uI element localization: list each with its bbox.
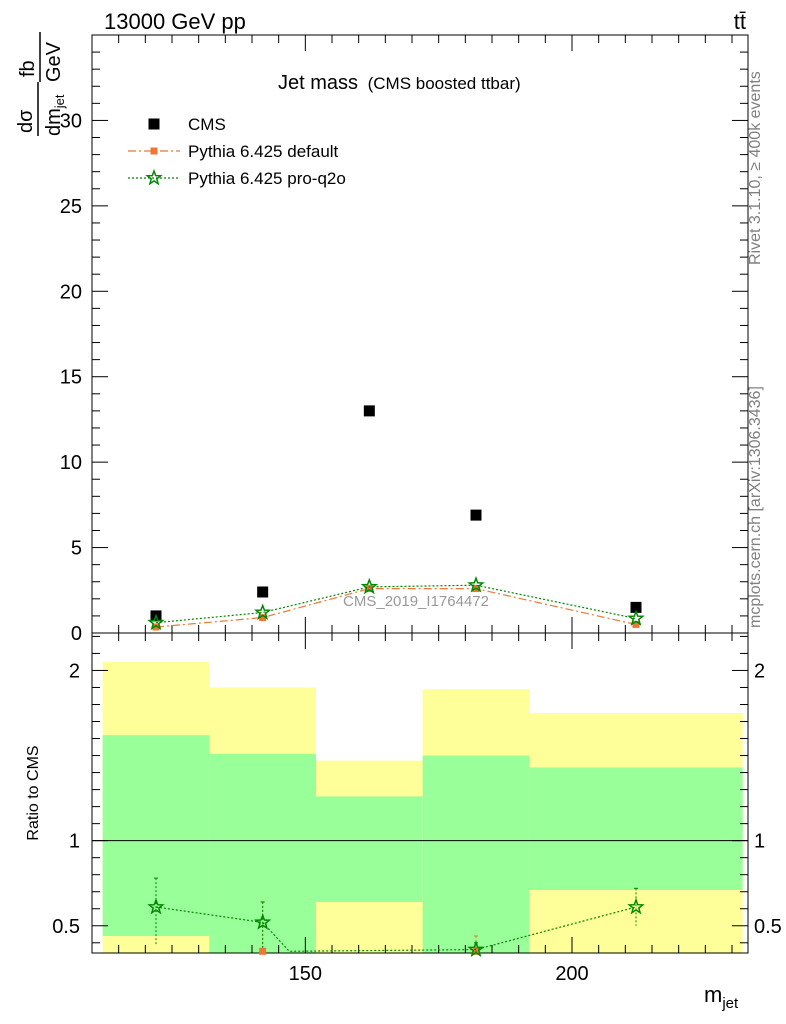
chart-title-main: Jet mass (278, 72, 358, 94)
process-label: tt̄ (734, 9, 746, 34)
ratio-uncertainty-bands (92, 661, 748, 953)
ratio-ytick-label-right-1: 1 (754, 831, 765, 853)
legend-label-2: Pythia 6.425 pro-q2o (188, 169, 346, 188)
main-point-0-3 (470, 509, 482, 521)
ylabel-unit-denominator: GeV (43, 41, 65, 82)
main-ytick-label-15: 15 (60, 367, 82, 389)
main-point-2-0 (147, 613, 165, 631)
main-point-1-1 (259, 614, 267, 622)
ylabel-unit-numerator: fb (17, 60, 39, 77)
legend-label-1: Pythia 6.425 default (188, 142, 339, 161)
mcplots-label: mcplots.cern.ch [arXiv:1306.3436] (747, 386, 764, 628)
chart-title: Jet mass (CMS boosted ttbar) (278, 72, 521, 94)
ratio-xtick-label-150: 150 (289, 963, 322, 985)
ratio-y-axis-label: Ratio to CMS (25, 745, 42, 840)
legend-marker-1 (150, 147, 158, 155)
ratio-ytick-label-left-0.5: 0.5 (52, 916, 80, 938)
main-point-1-2 (365, 585, 373, 593)
main-ytick-label-30: 30 (60, 110, 82, 132)
green-band-3 (422, 755, 530, 953)
main-point-2-3 (467, 576, 485, 593)
x-axis-label: mjet (704, 982, 739, 1012)
rivet-version-label: Rivet 3.1.10, ≥ 400k events (747, 71, 764, 265)
ratio-ytick-label-right-2: 2 (754, 660, 765, 682)
ratio-series-line-1 (155, 906, 637, 952)
ratio-point-1-4 (627, 897, 645, 915)
green-band-0 (102, 735, 210, 936)
main-point-1-0 (152, 623, 160, 631)
legend-label-0: CMS (188, 115, 226, 134)
ratio-point-1-0 (147, 897, 165, 915)
energy-label: 13000 GeV pp (104, 9, 246, 34)
ylabel-denominator-main: dm (43, 108, 65, 136)
main-point-0-2 (363, 405, 375, 417)
ratio-point-1-3 (467, 940, 485, 958)
analysis-watermark: CMS_2019_I1764472 (343, 593, 489, 610)
ylabel-numerator: dσ (15, 109, 37, 133)
main-point-2-1 (253, 603, 272, 620)
main-point-2-4 (627, 609, 645, 626)
ratio-point-0-0 (259, 947, 267, 955)
main-point-1-4 (632, 620, 640, 628)
main-ytick-label-10: 10 (60, 452, 82, 474)
x-axis-label-main: m (704, 982, 722, 1007)
main-point-0-1 (257, 586, 269, 598)
green-band-2 (316, 796, 423, 902)
main-point-2-2 (360, 577, 379, 595)
ratio-xtick-label-200: 200 (555, 963, 588, 985)
main-series-line-1 (155, 587, 637, 628)
main-series-line-2 (155, 584, 637, 624)
ratio-point-1-1 (253, 913, 272, 930)
ratio-data-series (147, 877, 645, 958)
main-axis-ticks: 0 5 10 15 20 25 30 (60, 34, 748, 645)
ratio-ytick-label-left-2: 2 (69, 660, 80, 682)
legend-marker-0 (148, 118, 160, 130)
main-ytick-label-25: 25 (60, 196, 82, 218)
ratio-ytick-label-right-0.5: 0.5 (754, 916, 782, 938)
main-ytick-label-5: 5 (71, 538, 82, 560)
main-point-0-4 (630, 601, 642, 613)
main-y-axis-label: dσ dmjet fb GeV (15, 32, 67, 136)
main-ytick-label-20: 20 (60, 281, 82, 303)
ylabel-denominator-sub: jet (52, 94, 67, 109)
ratio-plot-frame (91, 632, 749, 954)
ratio-axis-ticks: 0.5 0.5 1 1 2 2 150 200 (52, 633, 782, 985)
main-data-series (147, 405, 645, 631)
green-band-4 (529, 767, 743, 891)
legend: CMS Pythia 6.425 default Pythia 6.425 pro-… (128, 115, 346, 188)
main-ytick-label-0: 0 (71, 623, 82, 645)
chart-title-sub: (CMS boosted ttbar) (368, 74, 521, 93)
x-axis-label-sub: jet (721, 995, 739, 1012)
ylabel-denominator: dmjet (43, 94, 67, 136)
legend-marker-2 (145, 168, 163, 186)
ratio-ytick-label-left-1: 1 (69, 831, 80, 853)
